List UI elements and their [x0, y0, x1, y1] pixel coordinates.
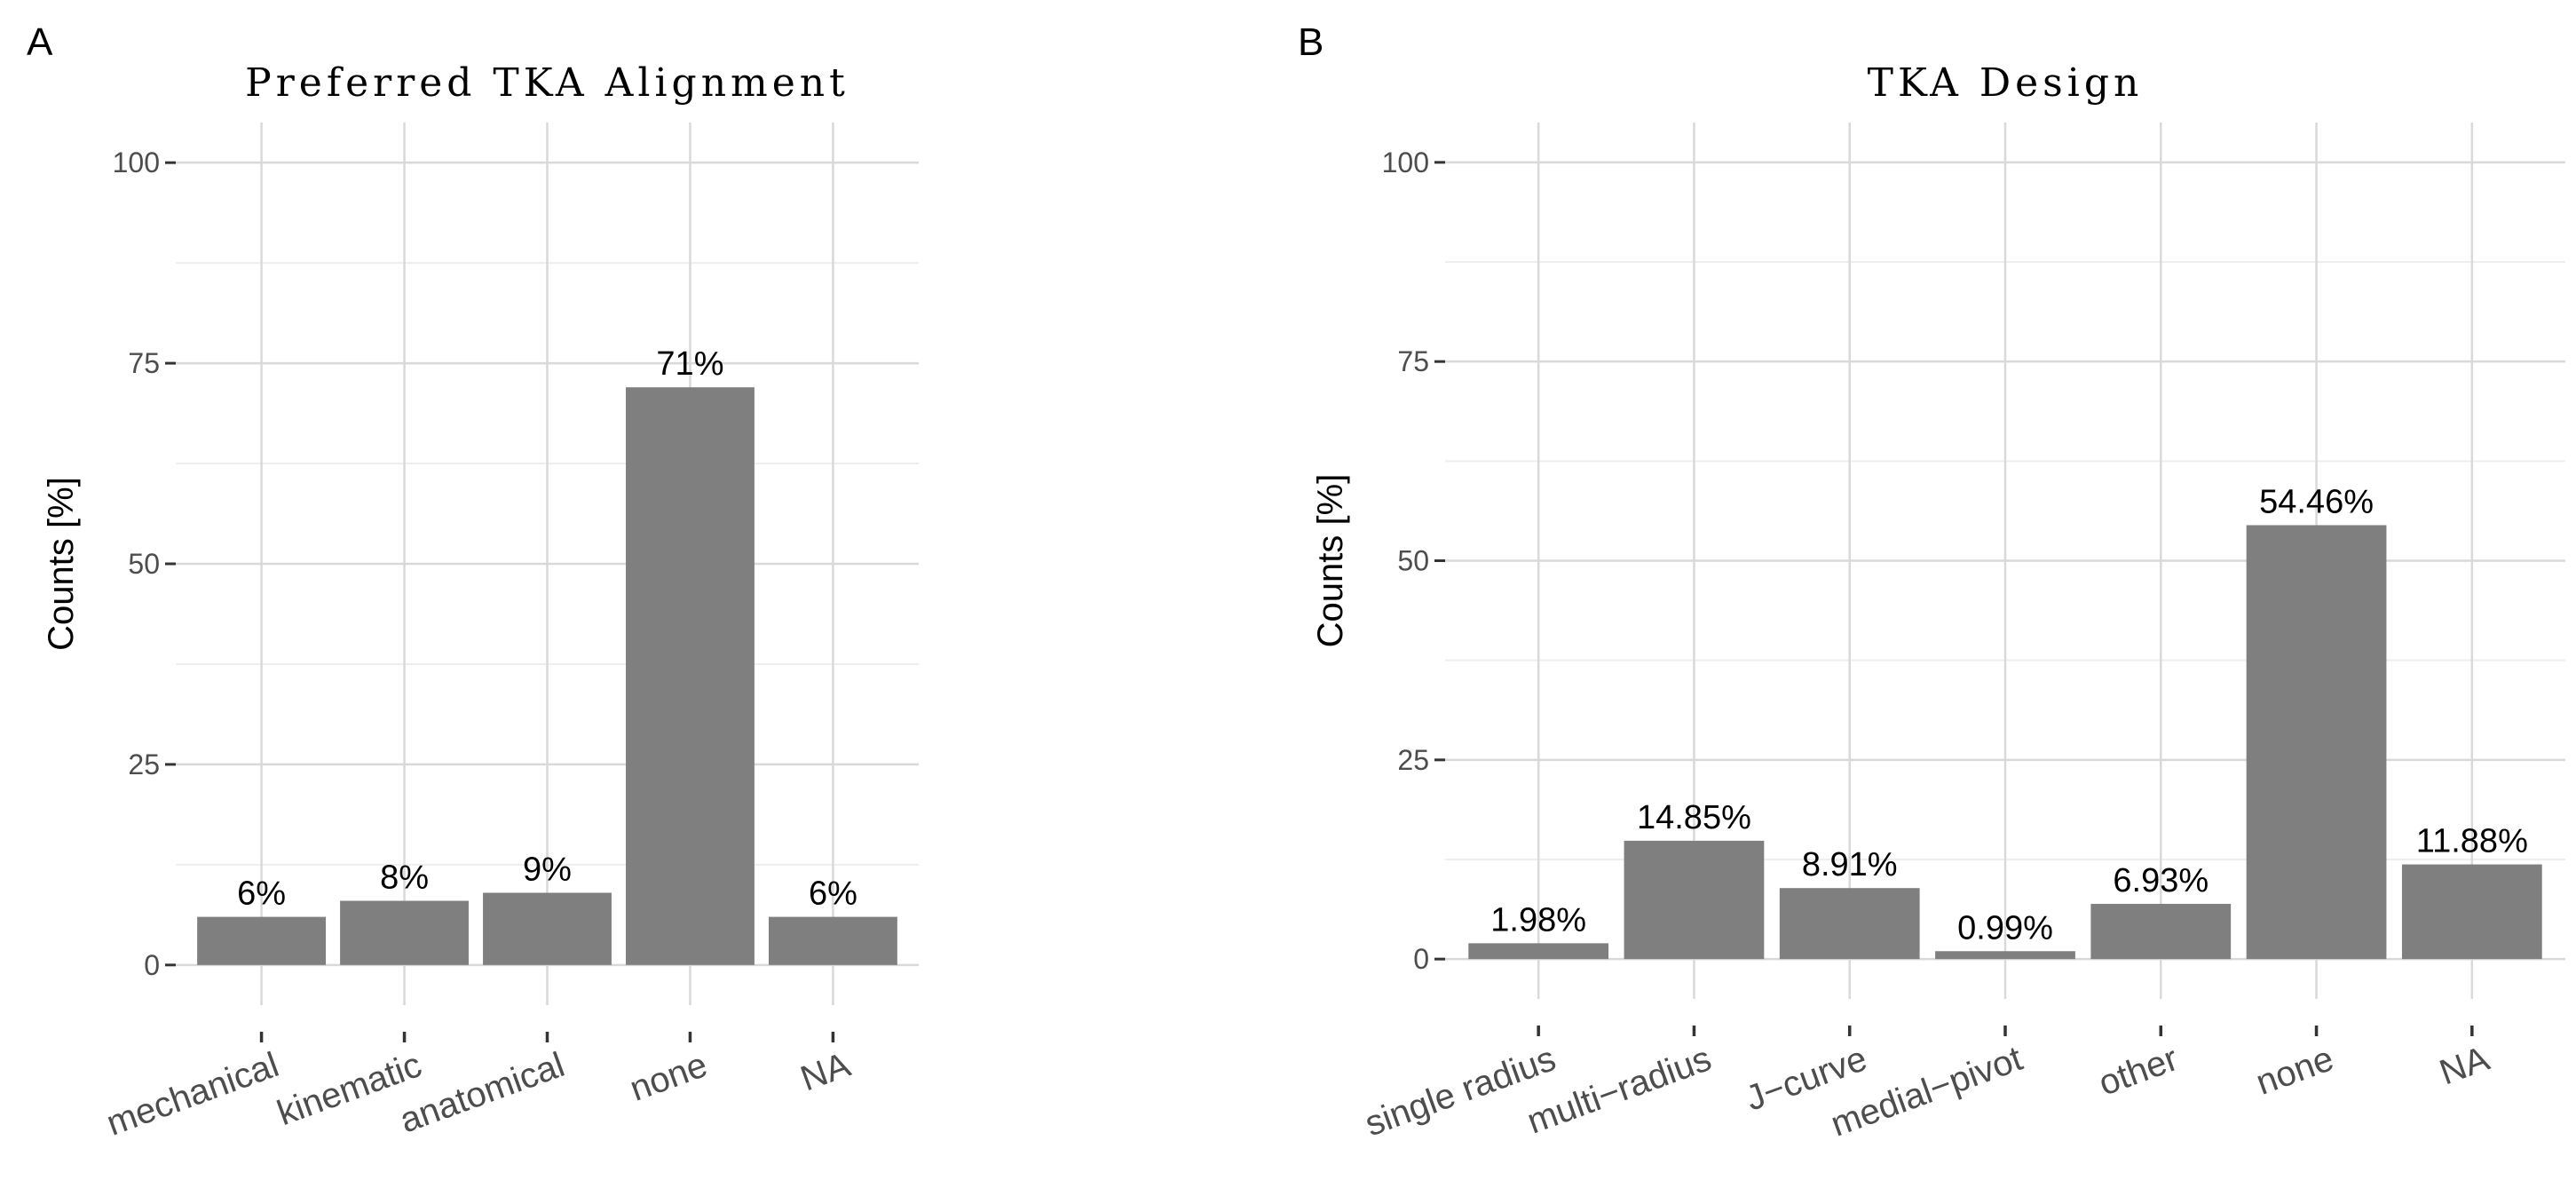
y-tick-label-b: 25	[1397, 744, 1429, 776]
data-label-b: 11.88%	[2416, 823, 2528, 860]
y-axis-label-a: Counts [%]	[42, 477, 81, 651]
data-label-b: 8.91%	[1802, 846, 1898, 883]
x-tick-label-b: none	[2251, 1039, 2339, 1103]
data-label-b: 0.99%	[1957, 909, 2053, 947]
bar-b	[2090, 903, 2232, 960]
y-tick-label-b: 100	[1382, 147, 1429, 178]
data-label-a: 8%	[380, 859, 429, 897]
bar-b	[2401, 864, 2542, 960]
y-tick-label-a: 25	[128, 749, 160, 780]
data-label-b: 1.98%	[1490, 901, 1586, 939]
x-tick-label-a: mechanical	[101, 1045, 283, 1144]
data-label-a: 9%	[523, 851, 572, 888]
bar-a	[340, 900, 469, 965]
x-tick-label-a: NA	[795, 1045, 856, 1098]
y-tick-label-b: 0	[1413, 943, 1429, 975]
panel-a-preferred-alignment-chart: A Preferred TKA Alignment Counts [%] 6% 8…	[27, 20, 919, 1144]
panel-letter-b: B	[1298, 20, 1324, 64]
bar-b	[1624, 840, 1765, 960]
bars-a: 6% 8% 9% 71% 6%	[197, 345, 897, 965]
y-tick-label-a: 50	[128, 548, 160, 580]
y-tick-label-a: 100	[113, 147, 160, 178]
data-label-b: 54.46%	[2259, 483, 2374, 520]
y-tick-label-b: 75	[1397, 345, 1429, 377]
grid-b	[1445, 123, 2565, 999]
y-axis-label-b: Counts [%]	[1311, 474, 1350, 648]
bar-b	[2246, 525, 2387, 960]
y-tick-label-a: 75	[128, 347, 160, 379]
y-tick-label-b: 50	[1397, 545, 1429, 577]
bar-a	[483, 892, 612, 965]
y-tick-label-a: 0	[144, 949, 160, 981]
x-tick-label-a: none	[625, 1045, 713, 1109]
bar-a	[626, 387, 755, 965]
panel-letter-a: A	[27, 20, 53, 64]
bar-a	[197, 916, 327, 965]
data-label-a: 71%	[656, 345, 723, 383]
x-tick-label-b: other	[2094, 1039, 2184, 1104]
chart-title-b: TKA Design	[1868, 60, 2144, 106]
data-label-b: 6.93%	[2113, 862, 2209, 899]
x-tick-label-b: NA	[2435, 1039, 2495, 1092]
chart-title-a: Preferred TKA Alignment	[245, 60, 849, 106]
bar-a	[768, 916, 897, 965]
bar-b	[1779, 888, 1920, 960]
bars-b: 1.98% 14.85% 8.91% 0.99% 6.93% 54.46% 11.88%	[1468, 483, 2542, 960]
data-label-a: 6%	[809, 875, 857, 913]
x-tick-label-a: anatomical	[395, 1045, 570, 1141]
panel-b-tka-design-chart: B TKA Design Counts [%] 1.98% 14.85% 8.91%…	[1298, 20, 2565, 1145]
data-label-b: 14.85%	[1637, 799, 1751, 836]
bar-b	[1935, 951, 2075, 960]
data-label-a: 6%	[237, 875, 286, 913]
bar-b	[1468, 943, 1609, 960]
